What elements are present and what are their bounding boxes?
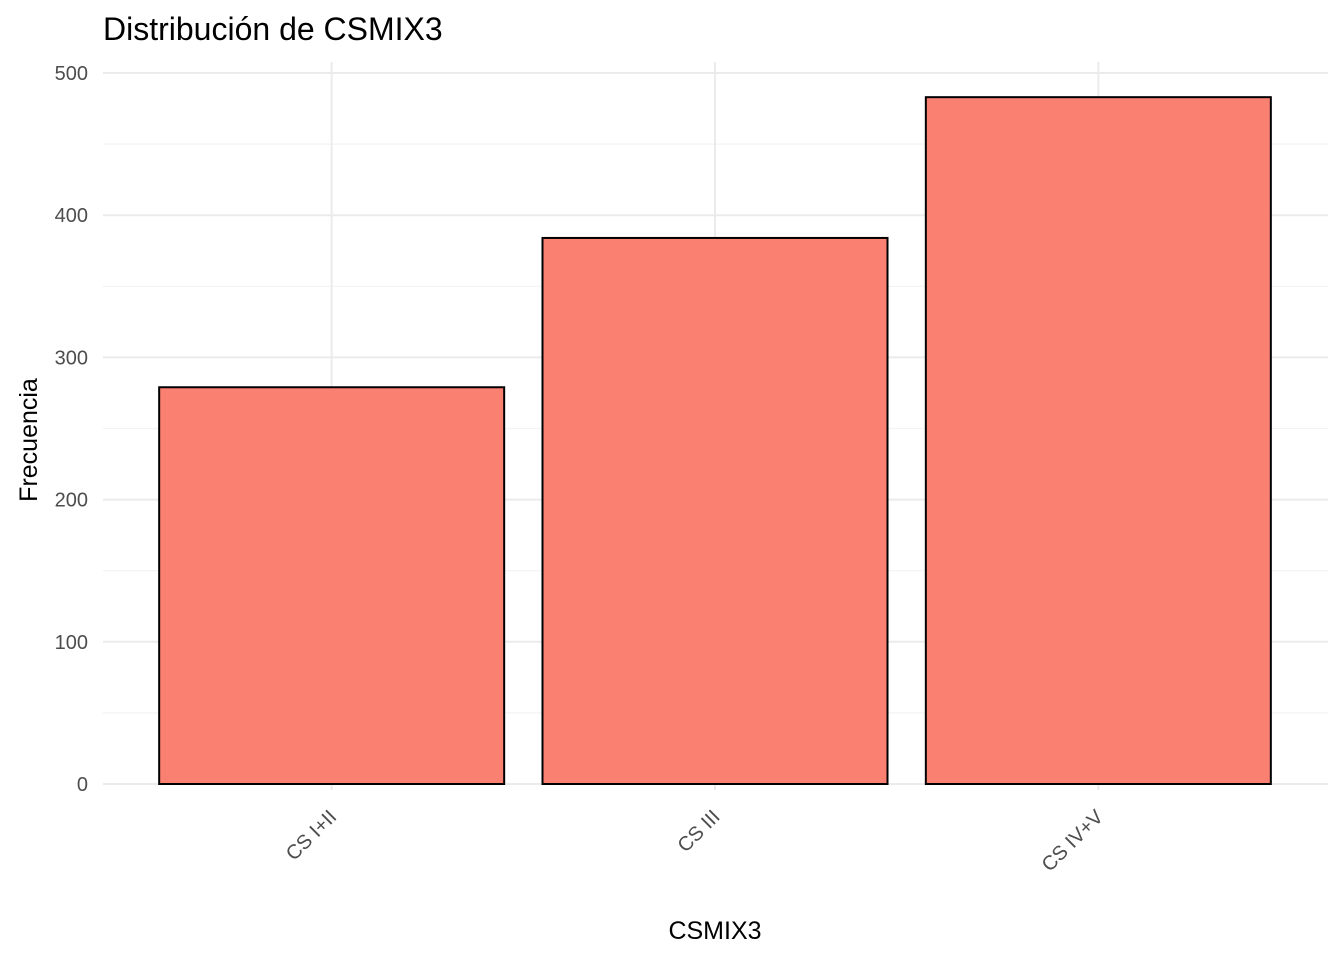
y-tick-label: 200 bbox=[55, 490, 88, 512]
bar-2 bbox=[924, 96, 1272, 785]
y-tick-label: 500 bbox=[55, 63, 88, 85]
x-tick-label: CS IV+V bbox=[1038, 806, 1109, 877]
y-axis-ticks: 0 100 200 300 400 500 bbox=[55, 63, 88, 796]
x-tick-label: CS I+II bbox=[282, 806, 341, 865]
y-axis-title: Frecuencia bbox=[15, 378, 43, 502]
bar-1 bbox=[541, 236, 889, 785]
y-tick-label: 400 bbox=[55, 205, 88, 227]
y-tick-label: 100 bbox=[55, 632, 88, 654]
y-tick-label: 300 bbox=[55, 347, 88, 369]
y-tick-label: 0 bbox=[77, 774, 88, 796]
x-tick-label: CS III bbox=[674, 806, 725, 857]
bars bbox=[158, 96, 1272, 785]
chart-title: Distribución de CSMIX3 bbox=[103, 11, 443, 47]
bar-0 bbox=[158, 386, 506, 785]
x-axis-ticks: CS I+II CS III CS IV+V bbox=[282, 806, 1108, 877]
x-axis-title: CSMIX3 bbox=[668, 917, 761, 945]
